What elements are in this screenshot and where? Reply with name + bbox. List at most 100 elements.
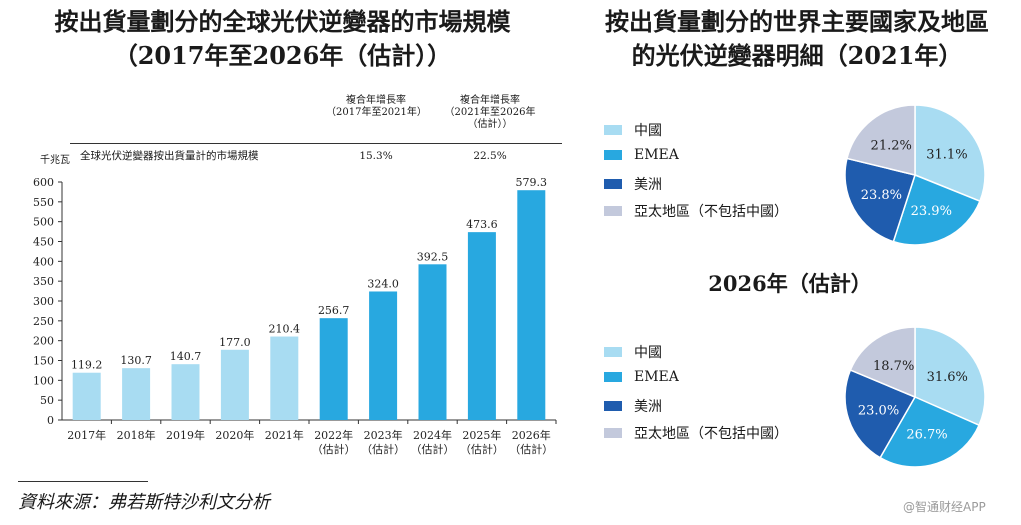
cagr-row-label: 全球光伏逆變器按出貨量計的市場規模 xyxy=(80,150,259,162)
pie-slice-label: 23.9% xyxy=(911,204,952,219)
bar xyxy=(122,368,151,420)
y-tick-label: 200 xyxy=(33,335,54,348)
pie-slice-label: 31.1% xyxy=(926,147,967,162)
cagr-header-2-line3: （估計）） xyxy=(467,119,513,130)
legend-label: 中國 xyxy=(634,345,662,361)
legend-swatch xyxy=(604,401,622,411)
pie-chart-2026: 31.6% 26.7% 23.0% 18.7% xyxy=(844,326,986,468)
y-tick-label: 0 xyxy=(47,414,54,427)
x-tick-label: （估計） xyxy=(509,442,553,456)
right-chart-title-line2: 的光伏逆變器明細（2021年） xyxy=(631,41,963,70)
legend-label: 美洲 xyxy=(634,399,662,415)
y-tick-label: 600 xyxy=(33,176,54,189)
y-tick-label: 250 xyxy=(33,315,54,328)
cagr-divider xyxy=(70,143,562,144)
bar-value-label: 140.7 xyxy=(170,350,202,363)
legend-swatch xyxy=(604,372,622,382)
bar-chart: 0 50 100 150 200 250 300 350 400 450 500 550 600 2017… xyxy=(33,176,557,456)
y-tick-label: 300 xyxy=(33,295,54,308)
legend-item: 亞太地區（不包括中國） xyxy=(604,423,788,443)
x-tick-label: 2024年 xyxy=(413,428,452,442)
pie-slice-label: 18.7% xyxy=(873,359,914,374)
x-tick-label: （估計） xyxy=(460,442,504,456)
y-axis-unit-label: 千兆瓦 xyxy=(40,155,70,166)
legend-label: EMEA xyxy=(634,147,679,163)
bar-value-label: 177.0 xyxy=(219,336,251,349)
pie-slice xyxy=(879,396,981,468)
pie-slice xyxy=(849,326,916,399)
legend-swatch xyxy=(604,206,622,216)
y-tick-label: 400 xyxy=(33,255,54,268)
legend-swatch xyxy=(604,150,622,160)
y-tick-label: 100 xyxy=(33,374,54,387)
x-tick-label: （估計） xyxy=(361,442,405,456)
pie-slice-label: 23.0% xyxy=(858,403,899,418)
x-tick-label: 2019年 xyxy=(166,428,205,442)
y-tick-label: 550 xyxy=(33,196,54,209)
bar-value-label: 473.6 xyxy=(466,218,498,231)
right-chart-title-line1: 按出貨量劃分的世界主要國家及地區 xyxy=(605,7,989,36)
pie-slice-label: 31.6% xyxy=(927,370,968,385)
watermark: @智通财经APP xyxy=(903,500,986,514)
legend-label: EMEA xyxy=(634,369,679,385)
bar xyxy=(72,372,101,420)
x-tick-label: 2018年 xyxy=(117,428,156,442)
bar-value-label: 256.7 xyxy=(318,304,350,317)
legend-item: 美洲 xyxy=(604,174,662,194)
bar xyxy=(369,291,398,420)
pie-slice-label: 23.8% xyxy=(861,188,902,203)
left-chart-title-line2: （2017年至2026年（估計）） xyxy=(113,41,452,70)
bar xyxy=(517,190,546,420)
pie-slice xyxy=(846,104,916,176)
x-tick-label: 2022年 xyxy=(314,428,353,442)
x-tick-label: （估計） xyxy=(411,442,455,456)
bar xyxy=(220,349,249,420)
bar xyxy=(467,232,496,420)
x-tick-label: 2017年 xyxy=(67,428,106,442)
legend-swatch xyxy=(604,125,622,135)
legend-swatch xyxy=(604,428,622,438)
bar-value-label: 119.2 xyxy=(71,359,103,372)
cagr-header-2017-2021: 複合年增長率 （2017年至2021年） xyxy=(326,95,427,119)
source-note: 資料來源：弗若斯特沙利文分析 xyxy=(18,492,270,513)
bar-value-label: 324.0 xyxy=(367,277,399,290)
bar-value-label: 579.3 xyxy=(516,176,548,189)
bar-value-label: 392.5 xyxy=(417,250,449,263)
cagr-value-2017-2021: 15.3% xyxy=(359,150,393,162)
legend-label: 美洲 xyxy=(634,177,662,193)
pie-slice-label: 21.2% xyxy=(871,139,912,154)
bar xyxy=(319,318,348,420)
y-tick-label: 50 xyxy=(40,394,54,407)
legend-item: 美洲 xyxy=(604,396,662,416)
cagr-header-2-line2: （2021年至2026年 xyxy=(444,107,536,118)
legend-item: 中國 xyxy=(604,120,662,140)
bar xyxy=(270,336,299,420)
cagr-header-1-line1: 複合年增長率 xyxy=(346,95,406,106)
cagr-value-2021-2026: 22.5% xyxy=(473,150,507,162)
pie-slice xyxy=(892,174,981,246)
y-tick-label: 150 xyxy=(33,355,54,368)
cagr-header-2021-2026: 複合年增長率 （2021年至2026年 （估計）） xyxy=(440,95,540,131)
x-tick-label: 2026年 xyxy=(512,428,551,442)
y-tick-label: 500 xyxy=(33,216,54,229)
pie-slice-label: 26.7% xyxy=(906,428,947,443)
cagr-header-1-line2: （2017年至2021年） xyxy=(326,107,427,118)
bar-value-label: 130.7 xyxy=(120,354,152,367)
legend-item: 亞太地區（不包括中國） xyxy=(604,201,788,221)
legend-label: 中國 xyxy=(634,123,662,139)
bar xyxy=(171,364,200,420)
x-tick-label: 2020年 xyxy=(215,428,254,442)
legend-item: 中國 xyxy=(604,342,662,362)
left-chart-title-line1: 按出貨量劃分的全球光伏逆變器的市場規模 xyxy=(54,7,511,36)
pie-slice xyxy=(914,326,986,427)
x-tick-label: （估計） xyxy=(312,442,356,456)
x-tick-label: 2021年 xyxy=(265,428,304,442)
cagr-header-2-line1: 複合年增長率 xyxy=(460,95,520,106)
pie-chart-2021: 31.1% 23.9% 23.8% 21.2% xyxy=(844,104,986,246)
bar xyxy=(418,264,447,420)
x-tick-label: 2023年 xyxy=(364,428,403,442)
x-tick-label: 2025年 xyxy=(462,428,501,442)
pie-slice xyxy=(914,104,986,203)
pie-2026-title: 2026年（估計） xyxy=(708,271,872,296)
pie-slice xyxy=(844,369,917,459)
